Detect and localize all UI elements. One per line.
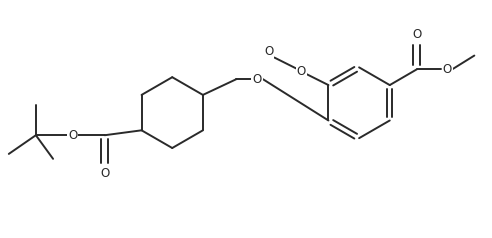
Text: O: O	[100, 167, 109, 180]
Text: O: O	[252, 73, 262, 86]
Text: O: O	[264, 45, 274, 58]
Text: O: O	[412, 28, 422, 41]
Text: O: O	[68, 129, 77, 142]
Text: O: O	[443, 63, 452, 76]
Text: O: O	[297, 65, 306, 78]
